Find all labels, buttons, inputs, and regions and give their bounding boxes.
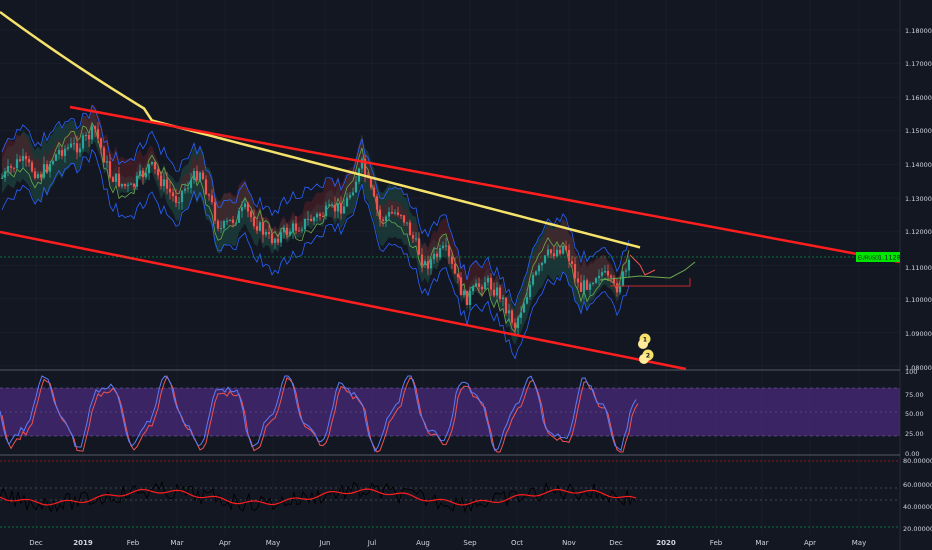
price-tick: 1.11000: [905, 264, 932, 272]
price-tick: 1.17000: [905, 60, 932, 68]
time-tick: 2020: [656, 539, 676, 547]
time-tick: May: [852, 539, 866, 547]
candlesticks: [0, 122, 631, 335]
price-tick: 1.08000: [905, 364, 932, 372]
marker-2-label: 2: [646, 353, 650, 360]
time-tick: Jul: [367, 539, 377, 547]
rsi-tick: 50.00: [905, 410, 924, 418]
rsi-tick: 25.00: [905, 430, 924, 438]
osc-tick: 40.00000: [903, 503, 932, 511]
time-tick: Dec: [29, 539, 43, 547]
rsi-pane[interactable]: 100 75.00 50.00 25.00 0.00: [0, 368, 924, 458]
oscillator-fast-line: [0, 480, 637, 514]
current-price-value: 1.11286: [878, 254, 905, 262]
rsi-tick: 100: [905, 368, 917, 376]
price-tick: 1.18000: [905, 27, 932, 35]
time-tick: Jun: [319, 539, 331, 547]
time-tick: Feb: [127, 539, 140, 547]
current-price-tag[interactable]: EURUSD 1.11286: [856, 252, 905, 262]
time-tick: Nov: [562, 539, 576, 547]
price-axis[interactable]: 1.18000 1.17000 1.16000 1.15000 1.14000 …: [899, 0, 932, 550]
price-pane[interactable]: 1 2: [0, 0, 901, 535]
price-tick: 1.12000: [905, 228, 932, 236]
osc-tick: 80.00000: [903, 457, 932, 465]
channel-upper-line[interactable]: [69, 105, 901, 264]
time-tick: Mar: [755, 539, 768, 547]
time-tick: 2019: [73, 539, 93, 547]
time-tick: May: [266, 539, 280, 547]
time-axis[interactable]: Dec 2019 Feb Mar Apr May Jun Jul Aug Sep…: [29, 539, 866, 547]
time-tick: Oct: [511, 539, 523, 547]
osc-tick: 60.00000: [903, 481, 932, 489]
marker-2[interactable]: 2: [639, 349, 654, 365]
time-tick: Apr: [804, 539, 816, 547]
marker-1[interactable]: 1: [638, 333, 651, 350]
price-tick: 1.10000: [905, 296, 932, 304]
time-tick: Aug: [416, 539, 430, 547]
time-tick: Mar: [170, 539, 183, 547]
current-price-prefix: EURUSD: [858, 256, 879, 262]
time-tick: Sep: [463, 539, 477, 547]
marker-1-label: 1: [643, 337, 647, 344]
time-tick: Dec: [609, 539, 623, 547]
projection-lines: [599, 254, 696, 287]
channel-lower-line[interactable]: [0, 230, 687, 371]
oscillator-pane[interactable]: 80.00000 60.00000 40.00000 20.00000: [0, 457, 932, 533]
rsi-signal-line: [1, 375, 639, 453]
oscillator-slow-line: [0, 488, 637, 506]
price-tick: 1.13000: [905, 195, 932, 203]
time-tick: Apr: [219, 539, 231, 547]
rsi-tick: 0.00: [905, 450, 919, 458]
rsi-tick: 75.00: [905, 391, 924, 399]
price-tick: 1.15000: [905, 127, 932, 135]
price-tick: 1.14000: [905, 161, 932, 169]
price-tick: 1.16000: [905, 94, 932, 102]
bollinger-bands: [1, 104, 630, 360]
price-tick: 1.09000: [905, 330, 932, 338]
time-tick: Feb: [710, 539, 723, 547]
moving-average-line: [0, 10, 641, 249]
osc-tick: 20.00000: [903, 525, 932, 533]
rsi-line: [0, 375, 637, 453]
